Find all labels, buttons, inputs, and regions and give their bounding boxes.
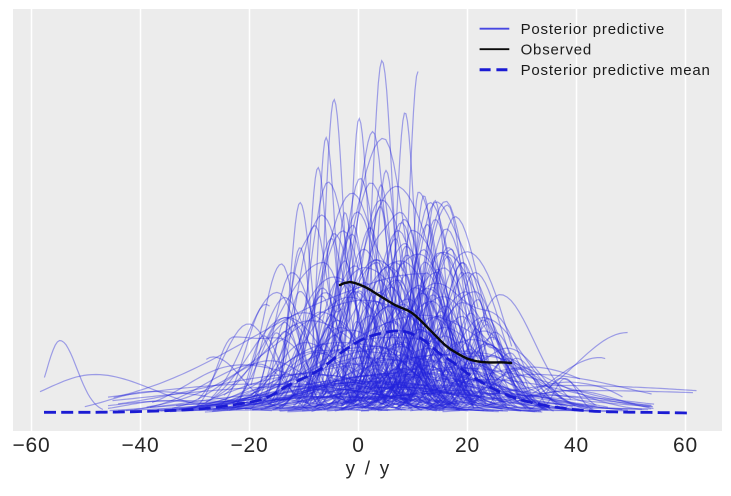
svg-text:−60: −60 bbox=[12, 434, 50, 457]
svg-text:Posterior predictive: Posterior predictive bbox=[521, 21, 665, 38]
svg-text:40: 40 bbox=[564, 434, 589, 457]
svg-text:−40: −40 bbox=[121, 434, 159, 457]
svg-text:y / y: y / y bbox=[346, 459, 392, 480]
svg-text:60: 60 bbox=[673, 434, 698, 457]
svg-text:Observed: Observed bbox=[521, 41, 592, 58]
svg-text:0: 0 bbox=[352, 434, 364, 457]
svg-text:20: 20 bbox=[455, 434, 480, 457]
svg-text:−20: −20 bbox=[230, 434, 268, 457]
svg-text:Posterior predictive mean: Posterior predictive mean bbox=[521, 62, 711, 79]
